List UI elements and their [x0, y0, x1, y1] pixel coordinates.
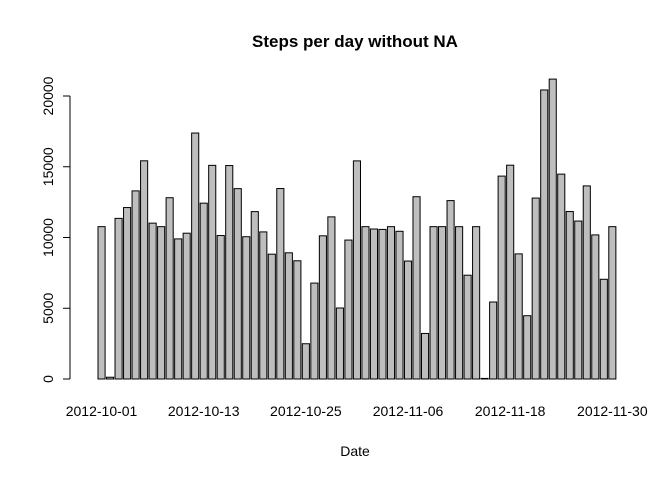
bar-2012-10-04	[123, 207, 132, 380]
bar-2012-11-24	[557, 173, 566, 380]
y-tick-label: 20000	[40, 76, 56, 115]
bar-2012-11-03	[378, 228, 387, 380]
bar-2012-10-26	[310, 282, 319, 380]
bar-2012-10-02	[106, 376, 115, 380]
bar-2012-11-21	[531, 197, 540, 380]
bar-2012-10-03	[114, 217, 123, 380]
bar-2012-10-14	[208, 164, 217, 380]
bar-2012-11-27	[582, 185, 591, 380]
bar-2012-11-15	[480, 377, 489, 380]
bar-2012-10-10	[174, 238, 183, 380]
y-tick-label: 0	[40, 375, 56, 383]
bar-2012-10-05	[131, 190, 140, 380]
bar-2012-11-29	[599, 278, 608, 380]
bar-2012-10-27	[318, 235, 327, 380]
bar-2012-10-30	[344, 239, 353, 380]
bar-2012-11-14	[472, 226, 481, 380]
bar-2012-10-18	[242, 236, 251, 380]
bar-2012-10-01	[97, 226, 106, 380]
x-tick-label: 2012-11-30	[577, 403, 648, 419]
bar-2012-11-26	[574, 220, 583, 380]
bar-2012-10-23	[284, 252, 293, 380]
bar-2012-11-23	[548, 78, 557, 380]
bar-2012-10-15	[216, 235, 225, 380]
bar-2012-11-25	[565, 211, 574, 380]
bar-2012-10-31	[352, 160, 361, 380]
bar-2012-11-20	[523, 315, 532, 380]
x-tick-label: 2012-11-06	[373, 403, 444, 419]
chart-title: Steps per day without NA	[252, 32, 458, 51]
bar-2012-11-04	[386, 226, 396, 380]
y-axis: 0 5000 10000 15000 20000	[40, 76, 71, 383]
bar-2012-10-17	[233, 188, 242, 380]
bar-2012-11-12	[455, 226, 464, 380]
bar-2012-10-12	[191, 132, 200, 380]
bar-2012-11-18	[506, 164, 515, 380]
bar-2012-11-13	[463, 274, 472, 380]
bar-2012-11-02	[369, 228, 379, 380]
x-axis-label: Date	[340, 443, 370, 459]
bar-2012-11-05	[395, 230, 404, 380]
bar-2012-11-11	[446, 200, 455, 380]
bar-2012-10-28	[327, 216, 336, 380]
bar-2012-10-24	[293, 260, 302, 380]
bar-2012-11-09	[429, 226, 438, 380]
bar-2012-11-22	[540, 89, 549, 380]
bar-2012-10-06	[140, 160, 149, 380]
bar-2012-10-16	[225, 165, 234, 380]
bar-2012-10-11	[182, 232, 191, 380]
bar-2012-10-13	[199, 202, 208, 380]
y-tick-label: 15000	[40, 147, 56, 186]
bar-2012-11-17	[497, 175, 506, 380]
bar-2012-10-07	[148, 222, 157, 380]
y-tick-label: 5000	[40, 292, 56, 323]
x-tick-label: 2012-10-01	[66, 403, 138, 419]
bar-2012-11-10	[438, 226, 447, 380]
bar-2012-10-20	[259, 231, 268, 380]
y-tick-label: 10000	[40, 218, 56, 257]
bar-2012-11-01	[361, 226, 370, 380]
bar-2012-10-08	[157, 226, 166, 380]
x-tick-label: 2012-11-18	[475, 403, 546, 419]
bar-2012-10-29	[335, 307, 344, 380]
bar-2012-10-25	[301, 343, 310, 380]
x-axis: 2012-10-01 2012-10-13 2012-10-25 2012-11-06…	[66, 403, 648, 419]
bar-2012-10-22	[276, 188, 285, 380]
bar-2012-11-06	[403, 260, 413, 380]
bar-2012-11-07	[412, 196, 421, 380]
bar-2012-11-30	[608, 226, 617, 380]
bar-2012-10-19	[250, 211, 259, 380]
bar-2012-10-09	[165, 197, 174, 380]
bars-group	[97, 78, 617, 380]
bar-2012-11-19	[514, 253, 523, 380]
bar-2012-11-28	[591, 234, 600, 380]
bar-2012-11-16	[489, 301, 498, 380]
x-tick-label: 2012-10-25	[270, 403, 342, 419]
x-tick-label: 2012-10-13	[168, 403, 240, 419]
bar-2012-11-08	[420, 332, 430, 380]
bar-2012-10-21	[267, 253, 276, 380]
